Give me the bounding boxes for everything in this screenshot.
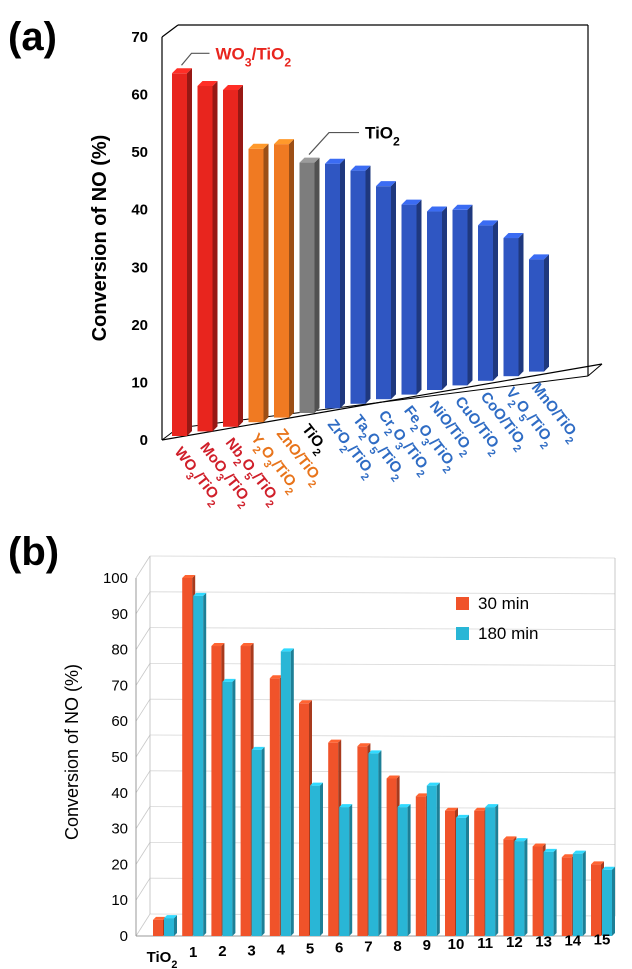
y-axis-label: Conversion of NO (%) — [62, 664, 82, 840]
y-tick-label: 20 — [131, 317, 148, 334]
bar — [452, 204, 473, 386]
y-tick-label: 0 — [140, 432, 148, 449]
bar — [251, 746, 265, 936]
bar — [197, 80, 218, 432]
y-tick-label: 10 — [131, 374, 148, 391]
bar — [248, 143, 269, 423]
bar — [299, 157, 320, 413]
y-tick-label: 10 — [111, 892, 128, 909]
bar — [222, 678, 236, 936]
bar — [572, 850, 586, 936]
y-tick-label: 70 — [131, 29, 148, 46]
x-tick-label: 3 — [247, 942, 255, 959]
x-tick-label: WO3/TiO2 — [167, 444, 225, 510]
y-tick-label: 60 — [111, 713, 128, 730]
y-tick-label: 40 — [111, 785, 128, 802]
bar — [172, 68, 192, 437]
annotation-wo3: WO3/TiO2 — [216, 44, 292, 69]
y-tick-label: 90 — [111, 606, 128, 623]
bar — [514, 838, 528, 936]
bar — [280, 648, 294, 936]
x-tick-label: 9 — [423, 937, 431, 954]
bar — [529, 254, 549, 372]
bar — [602, 866, 615, 936]
chart-b: (b) 0 10 20 30 40 50 60 70 80 90 100 Conversion of … — [8, 530, 616, 969]
bar — [427, 206, 447, 390]
bar — [543, 848, 557, 936]
legend-label: 30 min — [478, 594, 529, 613]
x-tick-label: 1 — [189, 944, 197, 961]
bar — [456, 814, 469, 936]
x-tick-label: 12 — [506, 934, 523, 951]
bar — [397, 804, 411, 936]
y-tick-label: 50 — [111, 749, 128, 766]
gridline — [149, 627, 616, 630]
y-tick-label: 40 — [131, 202, 148, 219]
panel-label-b: (b) — [8, 530, 59, 574]
x-tick-label: 14 — [564, 932, 581, 949]
y-tick-label: 20 — [111, 856, 128, 873]
bar — [376, 181, 396, 400]
y-tick-label: 60 — [131, 87, 148, 104]
bar — [310, 782, 323, 936]
bar — [193, 592, 207, 936]
bar — [274, 139, 294, 418]
x-tick-label: 6 — [335, 940, 343, 957]
legend-label: 180 min — [478, 624, 538, 643]
y-tick-label: 50 — [131, 144, 148, 161]
x-tick-label: 13 — [535, 933, 552, 950]
y-axis-label: Conversion of NO (%) — [89, 135, 111, 342]
x-tick-label: 7 — [364, 939, 372, 956]
x-tick-label: 11 — [477, 935, 493, 952]
panel-label-a: (a) — [8, 15, 57, 59]
legend-swatch — [456, 597, 469, 610]
y-tick-label: 0 — [120, 928, 128, 945]
y-tick-label: 100 — [103, 570, 128, 587]
bar — [401, 199, 422, 395]
bar — [164, 915, 177, 936]
y-tick-label: 30 — [111, 821, 128, 838]
bar — [223, 85, 243, 427]
bar — [478, 220, 498, 381]
bar — [368, 750, 382, 936]
bar — [485, 804, 499, 936]
legend-swatch — [456, 627, 469, 640]
x-tick-label: 2 — [218, 943, 226, 960]
x-tick-label: TiO2 — [147, 949, 178, 969]
y-tick-label: 30 — [131, 259, 148, 276]
x-tick-label: 5 — [306, 941, 314, 958]
bar — [426, 782, 440, 936]
y-tick-label: 80 — [111, 642, 128, 659]
x-tick-label: 10 — [448, 936, 465, 953]
bar — [503, 233, 524, 377]
bar — [350, 165, 371, 404]
x-tick-label: 15 — [594, 932, 611, 949]
y-tick-label: 70 — [111, 677, 128, 694]
x-tick-label: 8 — [393, 938, 401, 955]
annotation-tio2: TiO2 — [365, 124, 400, 149]
gridline — [149, 591, 616, 595]
x-tick-label: 4 — [277, 941, 286, 958]
bar — [339, 804, 353, 936]
bar — [325, 158, 345, 409]
chart-a: (a) 0 10 20 30 40 50 60 70 Conversion of NO (%) W… — [8, 15, 603, 511]
gridline — [149, 555, 616, 559]
gridline — [149, 663, 616, 666]
